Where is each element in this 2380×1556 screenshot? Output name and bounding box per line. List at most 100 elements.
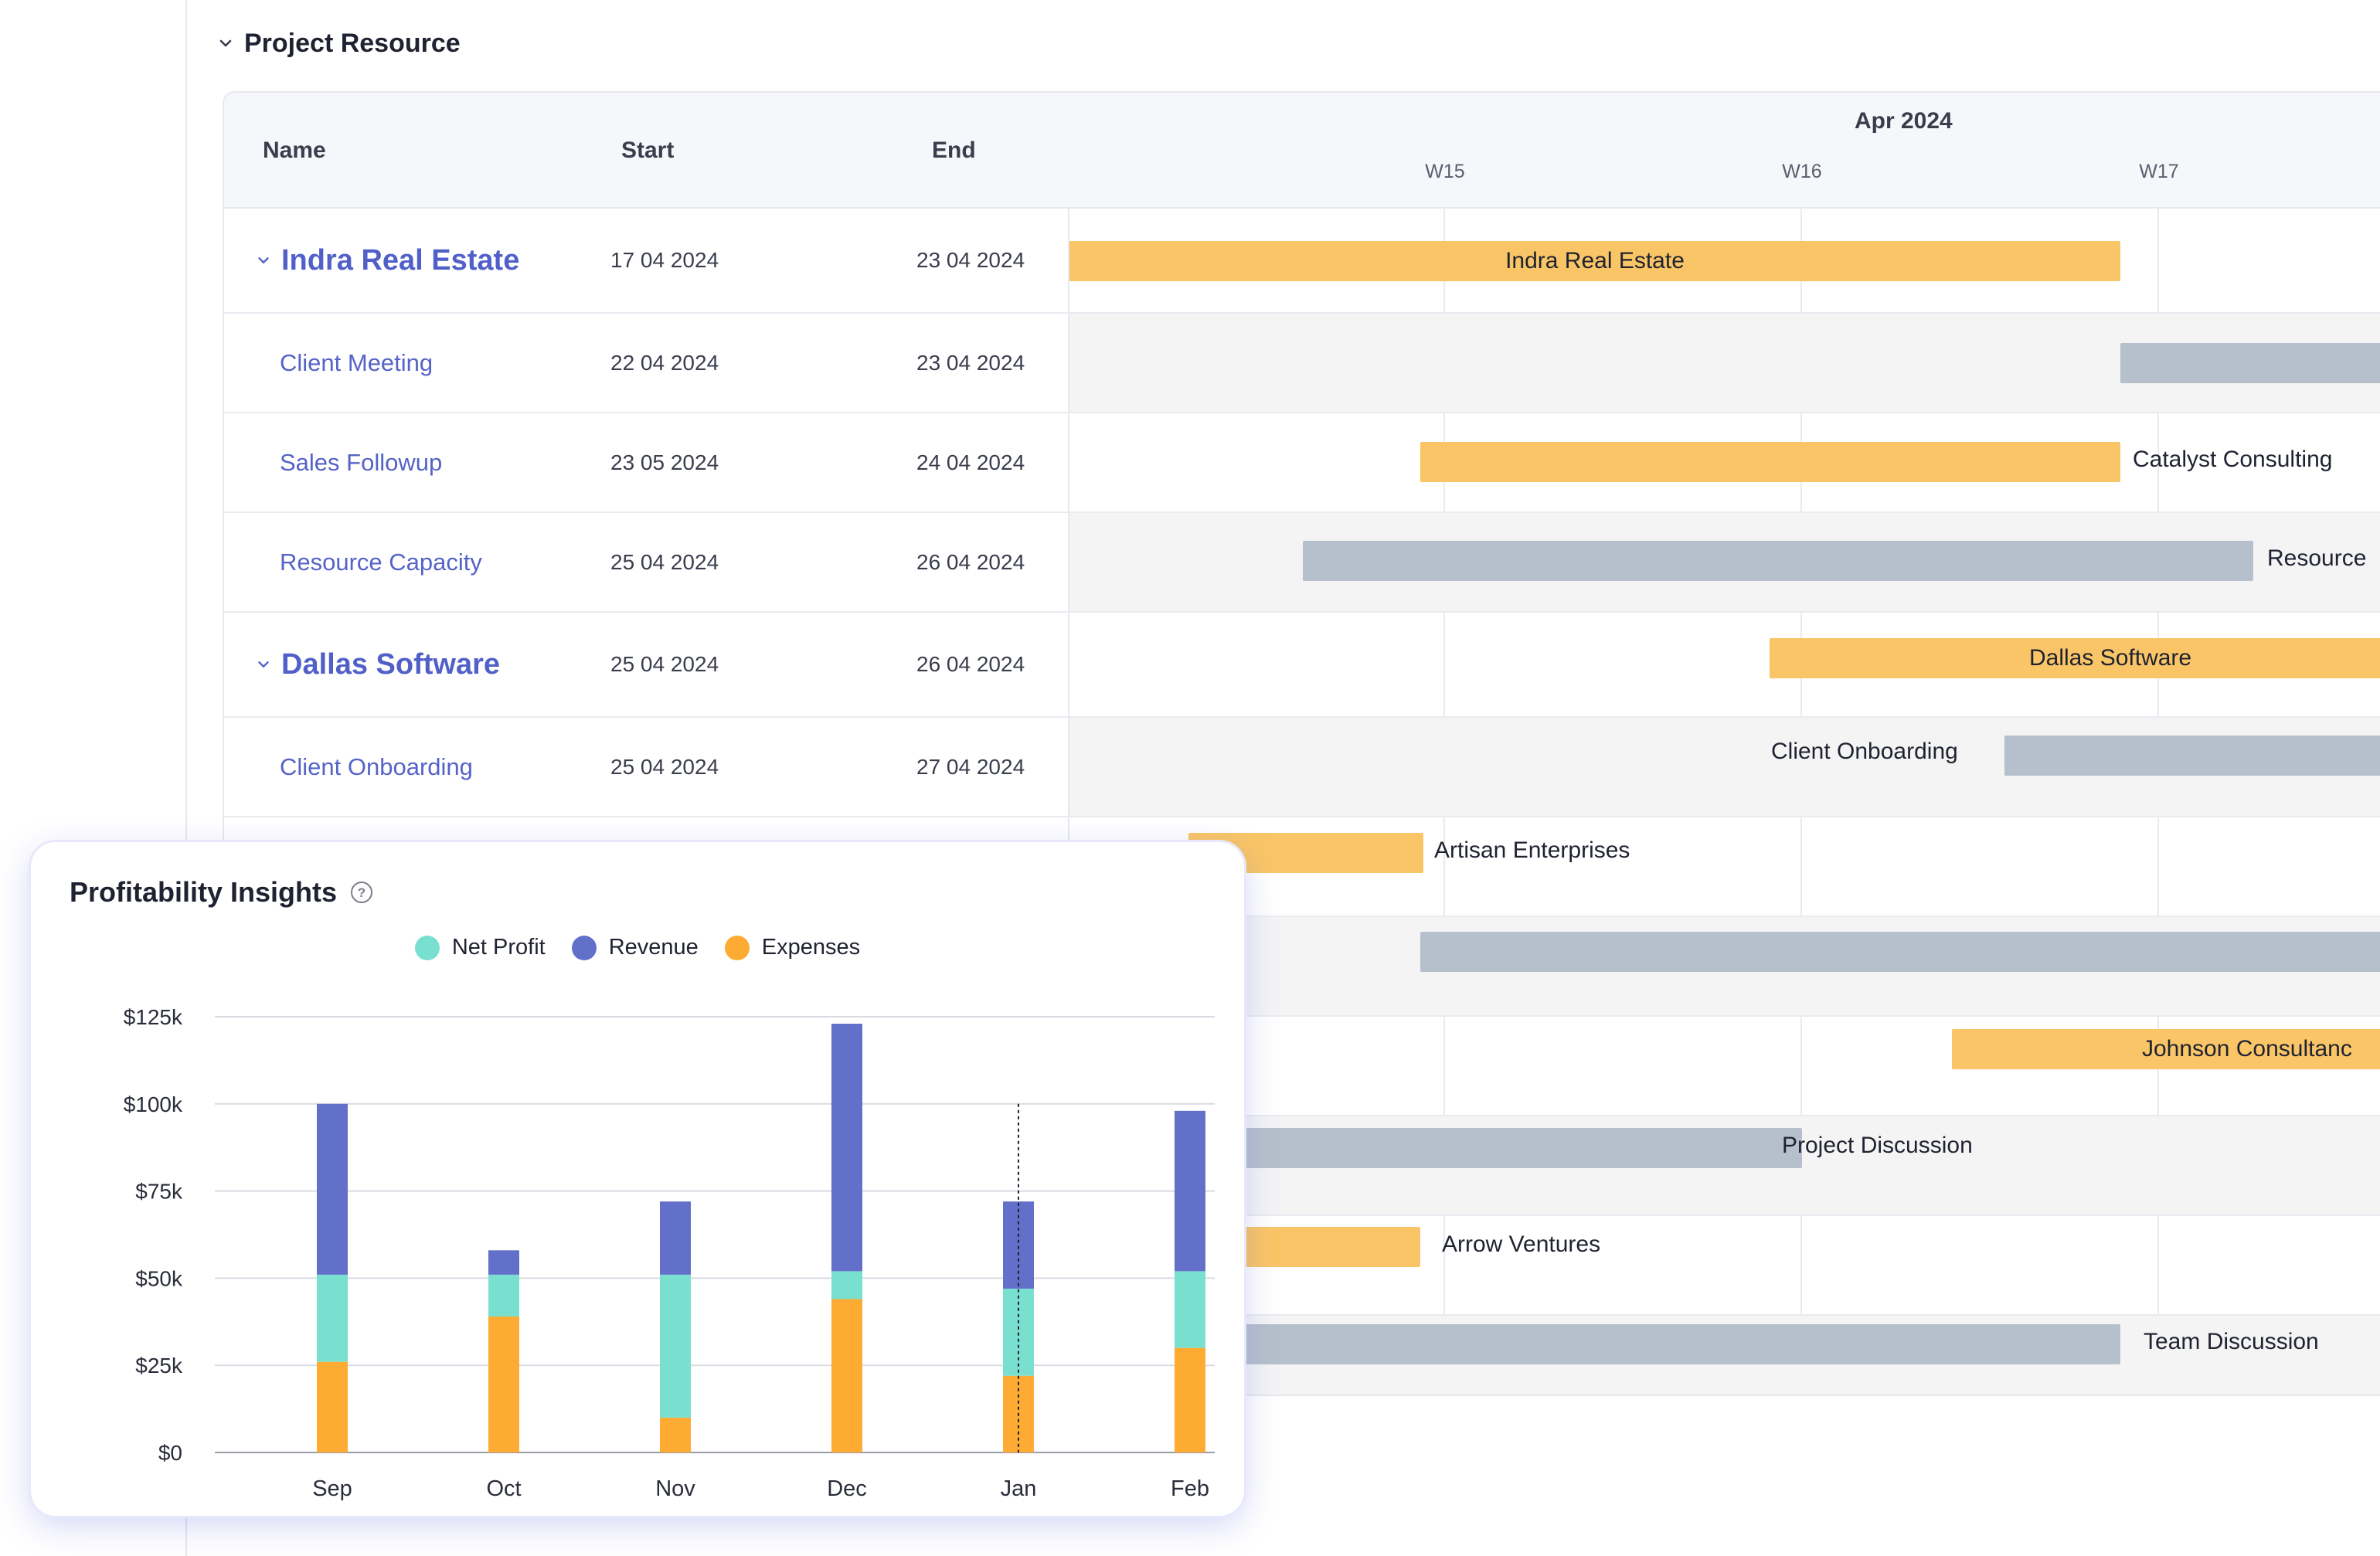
bar-segment-expenses[interactable] [317,1361,348,1452]
stacked-bar-chart: $0 $25k $50k $75k $100k $125k Sep Oct Nov Dec Jan F… [124,1005,1215,1501]
row-end-date: 26 04 2024 [916,652,1025,676]
row-name[interactable]: Sales Followup [280,448,443,476]
row-end-date: 27 04 2024 [916,754,1025,779]
row-name[interactable]: Client Meeting [280,348,434,376]
y-tick-label: $50k [135,1266,183,1290]
task-bar-dallas-software[interactable]: Dallas Software [1770,638,2380,678]
legend-label: Expenses [761,935,861,960]
x-tick-label: Nov [655,1476,695,1501]
row-end-date: 24 04 2024 [916,450,1025,474]
legend-item-net-profit[interactable]: Net Profit [414,935,546,960]
bar-segment-net-profit[interactable] [1175,1271,1205,1348]
row-name[interactable]: Dallas Software [255,613,500,716]
chevron-down-icon[interactable] [216,34,235,53]
task-bar-project-discussion[interactable] [1229,1128,1802,1168]
bar-segment-net-profit[interactable] [488,1274,519,1317]
task-bar-indra-real-estate[interactable]: Indra Real Estate [1069,241,2120,281]
x-tick-label: Oct [486,1476,521,1501]
y-tick-label: $25k [135,1354,183,1378]
task-bar-sales-followup[interactable] [1420,442,2120,482]
bar-segment-revenue[interactable] [488,1250,519,1275]
task-bar-label: Project Discussion [1782,1133,1973,1158]
task-bar-arrow-ventures[interactable] [1229,1227,1420,1267]
task-bar-label: Dallas Software [2029,645,2192,671]
task-bar-artisan-subtask[interactable] [1420,932,2380,972]
task-bar-label: Arrow Ventures [1442,1232,1601,1257]
section-header[interactable]: Project Resource [216,23,461,63]
row-start-date: 25 04 2024 [610,549,719,574]
legend-swatch [571,935,597,960]
x-tick-label: Sep [312,1476,352,1501]
legend-label: Revenue [608,935,699,960]
table-row[interactable]: Dallas Software 25 04 2024 26 04 2024 [224,613,2380,718]
bar-segment-revenue[interactable] [1175,1110,1205,1272]
profitability-insights-card: Profitability Insights ? Net Profit Reve… [31,842,1244,1516]
task-bar-label: Team Discussion [2144,1329,2319,1354]
chevron-down-icon[interactable] [255,656,272,673]
bar-segment-net-profit[interactable] [660,1274,691,1418]
task-bar-johnson-consultancy[interactable]: Johnson Consultanc [1952,1029,2380,1069]
task-bar-label: Artisan Enterprises [1434,837,1630,863]
gantt-header: Name Start End Apr 2024 W15 W16 W17 [224,93,2380,209]
row-timeline [1068,209,2380,312]
bar-segment-expenses[interactable] [488,1316,519,1452]
task-bar-team-discussion[interactable] [1229,1324,2120,1364]
row-name-label: Dallas Software [281,647,500,681]
row-name[interactable]: Resource Capacity [280,548,482,576]
legend-item-revenue[interactable]: Revenue [571,935,699,960]
row-name[interactable]: Client Onboarding [280,753,473,780]
sidebar-divider [185,0,187,1556]
table-row[interactable]: Sales Followup 23 05 2024 24 04 2024 [224,413,2380,513]
row-name[interactable]: Indra Real Estate [255,209,519,312]
table-row[interactable]: Indra Real Estate 17 04 2024 23 04 2024 [224,209,2380,314]
question-circle-icon[interactable]: ? [349,880,374,905]
y-tick-label: $75k [135,1180,183,1204]
task-bar-resource-capacity[interactable] [1303,541,2253,581]
legend-item-expenses[interactable]: Expenses [724,935,861,960]
bar-segment-expenses[interactable] [1175,1347,1205,1452]
task-bar-label: Client Onboarding [1771,739,1958,764]
table-row[interactable]: Client Meeting 22 04 2024 23 04 2024 [224,314,2380,413]
y-tick-label: $100k [124,1092,183,1116]
legend-swatch [414,935,440,960]
bar-segment-revenue[interactable] [660,1201,691,1275]
legend-swatch [724,935,750,960]
row-start-date: 23 05 2024 [610,450,719,474]
task-bar-label: Resource [2267,545,2367,571]
bar-segment-revenue[interactable] [831,1024,862,1272]
task-bar-label: Johnson Consultanc [2142,1036,2352,1062]
legend-label: Net Profit [451,935,546,960]
x-tick-label: Feb [1171,1476,1209,1501]
task-bar-client-meeting[interactable] [2120,343,2380,383]
column-header-end[interactable]: End [932,138,976,163]
timeline-month: Apr 2024 [1855,108,1953,134]
bar-segment-revenue[interactable] [317,1103,348,1275]
column-header-name[interactable]: Name [263,138,326,163]
row-end-date: 26 04 2024 [916,549,1025,574]
bar-segment-expenses[interactable] [831,1299,862,1452]
row-end-date: 23 04 2024 [916,248,1025,272]
card-title: Profitability Insights ? [70,876,374,909]
row-end-date: 23 04 2024 [916,350,1025,375]
row-start-date: 17 04 2024 [610,248,719,272]
x-tick-label: Jan [1001,1476,1037,1501]
row-start-date: 25 04 2024 [610,652,719,676]
y-tick-label: $125k [124,1005,183,1029]
column-header-start[interactable]: Start [621,138,675,163]
chevron-down-icon[interactable] [255,252,272,269]
row-timeline [1068,613,2380,716]
row-start-date: 22 04 2024 [610,350,719,375]
bar-segment-expenses[interactable] [660,1417,691,1452]
bar-segment-revenue[interactable] [1003,1201,1034,1289]
bar-segment-net-profit[interactable] [317,1274,348,1362]
x-tick-label: Dec [827,1476,867,1501]
bar-segment-net-profit[interactable] [831,1271,862,1299]
task-bar-label: Catalyst Consulting [2133,447,2333,472]
section-title: Project Resource [244,28,461,58]
row-name-label: Indra Real Estate [281,243,520,277]
timeline-week: W15 [1425,161,1465,182]
task-bar-label: Indra Real Estate [1505,248,1685,273]
row-timeline [1068,413,2380,511]
svg-text:?: ? [358,885,366,900]
task-bar-client-onboarding[interactable] [2004,736,2380,776]
